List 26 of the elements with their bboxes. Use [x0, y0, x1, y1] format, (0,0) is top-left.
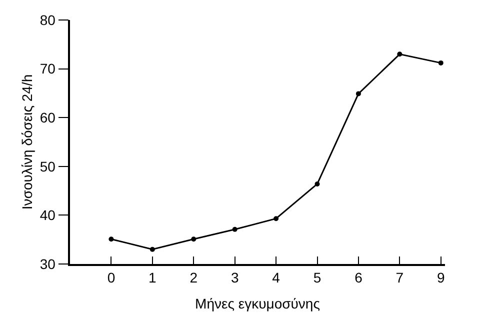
point: [108, 236, 114, 242]
y-tick-label: 50: [40, 158, 56, 174]
point: [314, 181, 320, 186]
x-tick-label: 2: [190, 270, 198, 286]
x-axis-title: Μήνες εγκυμοσύνης: [195, 295, 320, 312]
point: [191, 236, 196, 242]
x-tick-label: 0: [107, 270, 116, 286]
x-tick-label: 4: [272, 270, 280, 286]
x-tick-label: 3: [230, 270, 239, 286]
y-tick-label: 80: [40, 12, 56, 28]
x-tick-label: 7: [396, 270, 404, 286]
point: [356, 91, 361, 96]
point: [150, 246, 155, 252]
y-tick-label: 70: [40, 60, 56, 77]
x-tick-label: 6: [354, 270, 363, 286]
y-tick-label: 30: [40, 256, 56, 272]
x-tick-label: 1: [148, 270, 157, 286]
x-tick-label: 9: [436, 270, 445, 286]
point: [438, 60, 444, 66]
point: [397, 52, 402, 57]
y-tick-label: 40: [40, 207, 56, 224]
y-axis-title: Ινσουλίνη δόσεις 24/h: [18, 74, 35, 210]
x-tick-label: 5: [313, 270, 322, 286]
point: [232, 226, 238, 232]
point: [274, 216, 279, 222]
y-tick-label: 60: [40, 110, 56, 126]
